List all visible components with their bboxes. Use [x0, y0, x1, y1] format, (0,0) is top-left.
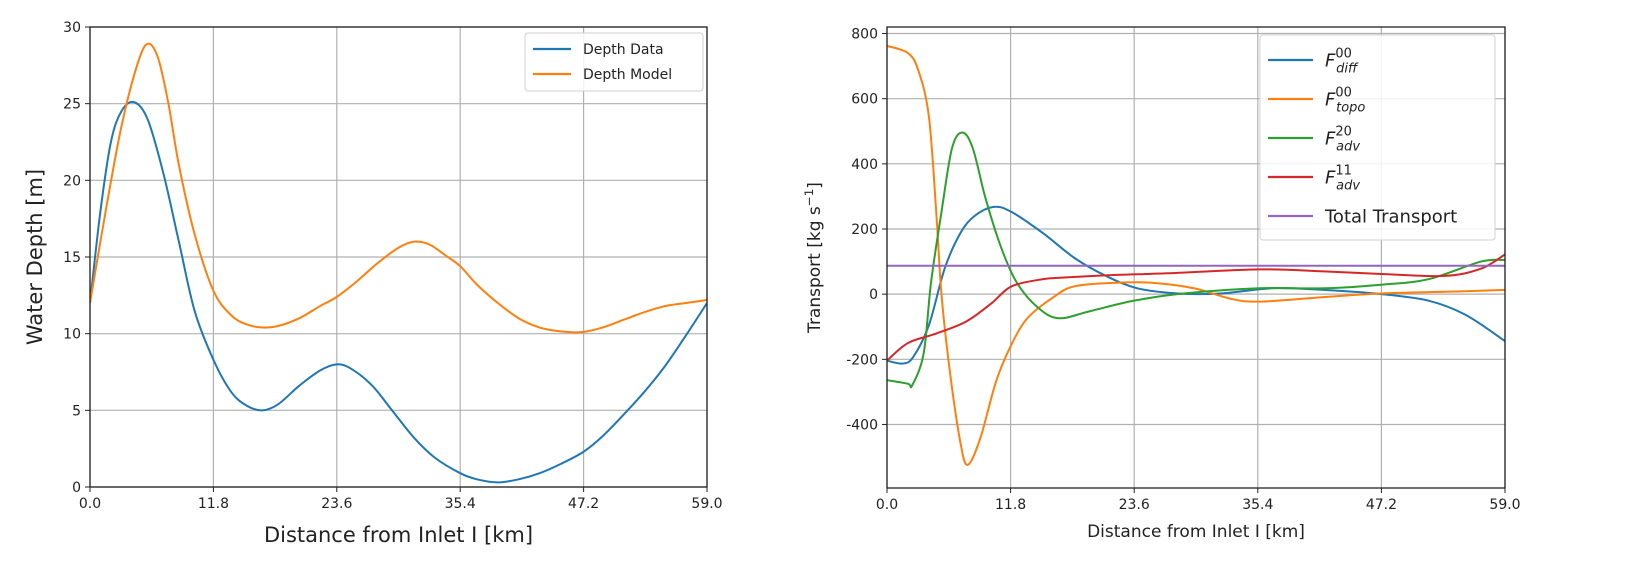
x-tick-label: 47.2	[568, 496, 599, 512]
y-tick-label: 25	[63, 97, 81, 113]
legend-label: F00 diff	[1325, 46, 1359, 76]
x-tick-label: 35.4	[1242, 497, 1273, 513]
transport-chart: 0.0 11.8 23.6 35.4 47.2 59.0 -400 -200 0 200 400 60…	[802, 26, 1521, 542]
x-tick-label: 59.0	[691, 496, 722, 512]
depth-chart: 0.0 11.8 23.6 35.4 47.2 59.0 0 5 10 15 20 25 30 Dista…	[23, 20, 723, 547]
series-line-f-diff-00	[887, 205, 1505, 365]
x-tick-label: 59.0	[1489, 497, 1520, 513]
legend-label: F11 adv	[1325, 163, 1360, 193]
x-axis-label: Distance from Inlet I [km]	[264, 523, 533, 547]
x-axis-label: Distance from Inlet I [km]	[1087, 522, 1305, 542]
series-line-depth-model	[90, 42, 707, 334]
legend-label: F20 adv	[1325, 124, 1360, 154]
legend-box	[524, 32, 704, 92]
series-line-f-topo-00	[887, 44, 1505, 466]
x-tick-label: 0.0	[79, 496, 101, 512]
y-tick-label: 800	[851, 27, 878, 43]
x-tick-label: 11.8	[995, 497, 1026, 513]
y-tick-label: 0	[72, 480, 81, 496]
x-tick-label: 47.2	[1366, 497, 1397, 513]
legend-box	[1259, 34, 1496, 241]
legend: F00 diff F00 topo F20 adv F11 adv Total Transpor…	[1259, 34, 1496, 241]
legend: Depth Data Depth Model	[524, 32, 704, 92]
x-tick-label: 35.4	[445, 496, 476, 512]
y-tick-label: 0	[869, 287, 878, 303]
axes-frame	[886, 26, 1506, 489]
y-tick-label: -200	[846, 352, 878, 368]
y-tick-label: 600	[851, 92, 878, 108]
y-tick-label: 30	[63, 20, 81, 36]
series-line-f-adv-20	[887, 131, 1505, 389]
y-tick-label: 200	[851, 222, 878, 238]
x-tick-label: 0.0	[876, 497, 898, 513]
y-axis-label-text: Water Depth [m]	[23, 169, 47, 345]
legend-label: Depth Model	[583, 67, 672, 83]
axes-frame	[89, 26, 708, 488]
y-axis-label: Water Depth [m]	[23, 169, 47, 345]
y-axis-label-text: Transport [kg s	[805, 206, 825, 334]
x-tick-label: 23.6	[1119, 497, 1150, 513]
x-tick-label: 11.8	[198, 496, 229, 512]
y-tick-label: 10	[63, 327, 81, 343]
legend-label: Depth Data	[583, 42, 664, 58]
x-tick-label: 23.6	[321, 496, 352, 512]
series-line-depth-data	[90, 100, 707, 484]
y-tick-label: 15	[63, 250, 81, 266]
y-tick-label: 20	[63, 173, 81, 189]
series-line-f-adv-11	[887, 253, 1505, 362]
y-tick-label: -400	[846, 417, 878, 433]
legend-label: F00 topo	[1325, 85, 1365, 115]
y-tick-label: 400	[851, 157, 878, 173]
y-axis-label-end: ]	[805, 182, 825, 189]
legend-label: Total Transport	[1324, 206, 1457, 227]
y-tick-label: 5	[72, 403, 81, 419]
y-axis-label-sup: −1	[802, 189, 816, 207]
y-axis-label: Transport [kg s−1]	[802, 182, 825, 334]
